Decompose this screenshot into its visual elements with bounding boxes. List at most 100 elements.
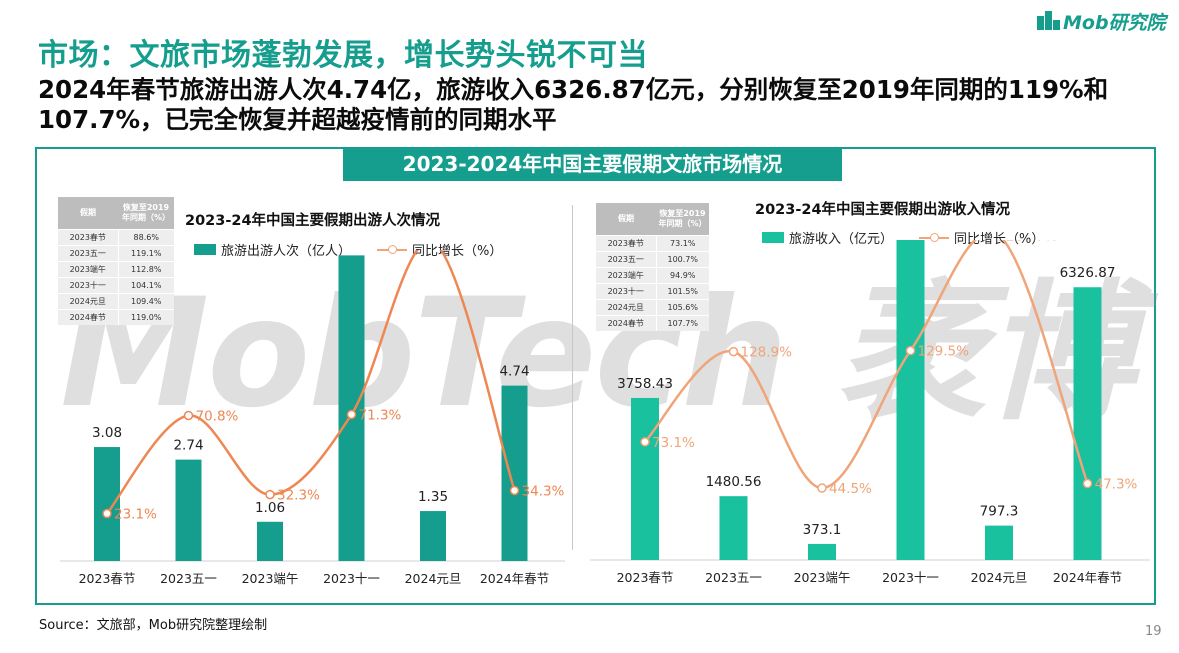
chart-title-revenue: 2023-24年中国主要假期出游收入情况 — [755, 202, 1011, 218]
line-value-label: 73.1% — [652, 435, 695, 451]
line-value-label: 32.3% — [277, 488, 320, 504]
legend-line-swatch — [377, 244, 408, 255]
table-cell-recovery: 101.5% — [656, 283, 709, 300]
bar — [631, 397, 659, 560]
x-tick-label: 2023春节 — [617, 570, 674, 585]
line-value-label: 200.7% — [1006, 240, 1058, 245]
table-cell-holiday: 2023十一 — [596, 283, 657, 300]
x-tick-label: 2023端午 — [794, 570, 851, 585]
source-note: Source：文旅部，Mob研究院整理绘制 — [39, 618, 268, 633]
table-cell-holiday: 2023五一 — [58, 245, 119, 262]
legend-bar-swatch — [194, 244, 216, 255]
table-cell-holiday: 2023春节 — [58, 229, 119, 246]
x-tick-label: 2023春节 — [79, 571, 136, 586]
chart-revenue: 3758.431480.56373.17534.3797.36326.87202… — [590, 240, 1150, 585]
page-number: 19 — [1145, 624, 1162, 639]
table-row: 2023十一 101.5% — [596, 283, 709, 300]
line-value-label: 71.3% — [359, 407, 402, 423]
table-header-holiday: 假期 — [596, 203, 656, 236]
table-cell-holiday: 2023十一 — [58, 277, 119, 294]
page-title: 市场：文旅市场蓬勃发展，增长势头锐不可当 — [38, 38, 648, 73]
bar — [985, 525, 1013, 560]
legend-visitors: 旅游出游人次（亿人） 同比增长（%） — [194, 240, 502, 259]
line-value-label: 128.9% — [741, 345, 793, 361]
bar-value-label: 3.08 — [92, 425, 122, 441]
line-point — [346, 409, 357, 420]
table-cell-recovery: 100.7% — [656, 251, 709, 268]
bar — [719, 496, 748, 560]
legend-bar-label: 旅游收入（亿元） — [789, 232, 894, 247]
line-point — [509, 485, 520, 496]
line-value-label: 34.3% — [522, 483, 565, 499]
x-tick-label: 2023五一 — [705, 570, 762, 585]
table-row: 2024春节 119.0% — [58, 309, 174, 325]
bar — [175, 459, 202, 561]
x-tick-label: 2024元旦 — [405, 571, 462, 586]
table-row: 2023端午 112.8% — [58, 261, 174, 278]
brand-logo: Mob研究院 — [1037, 5, 1172, 35]
bar — [808, 543, 836, 560]
logo-text: Mob研究院 — [1063, 12, 1166, 34]
section-banner: 2023-2024年中国主要假期文旅市场情况 — [343, 147, 842, 181]
line-point — [1082, 478, 1093, 489]
table-row: 2023春节 88.6% — [58, 229, 174, 246]
table-row: 2024元旦 105.6% — [596, 299, 709, 316]
bar — [501, 385, 528, 561]
bar-value-label: 373.1 — [803, 522, 842, 538]
table-header-recovery: 恢复至2019年同期（%） — [656, 203, 709, 236]
x-tick-label: 2023端午 — [242, 571, 299, 586]
table-cell-recovery: 107.7% — [656, 315, 709, 331]
line-point — [817, 483, 827, 493]
table-row: 2023十一 104.1% — [58, 277, 174, 294]
table-cell-recovery: 109.4% — [118, 293, 174, 310]
chart-title-visitors: 2023-24年中国主要假期出游人次情况 — [185, 213, 441, 229]
page-subtitle: 2024年春节旅游出游人次4.74亿，旅游收入6326.87亿元，分别恢复至20… — [38, 75, 1109, 134]
table-cell-holiday: 2024春节 — [596, 315, 657, 331]
growth-line — [644, 240, 1089, 490]
growth-line — [106, 250, 516, 515]
x-tick-label: 2023五一 — [160, 571, 217, 586]
table-row: 2023五一 119.1% — [58, 245, 174, 262]
table-cell-holiday: 2023五一 — [596, 251, 657, 268]
table-cell-holiday: 2023端午 — [58, 261, 119, 278]
table-cell-recovery: 104.1% — [118, 277, 174, 294]
bar — [896, 240, 925, 560]
bar-value-label: 1.06 — [255, 500, 285, 516]
x-tick-label: 2023十一 — [323, 571, 380, 586]
x-tick-label: 2023十一 — [882, 570, 939, 585]
table-cell-recovery: 105.6% — [656, 299, 709, 316]
line-point — [183, 410, 194, 421]
bar-value-label: 6326.87 — [1060, 265, 1116, 281]
table-row: 2024春节 107.7% — [596, 315, 709, 331]
table-cell-holiday: 2024元旦 — [596, 299, 657, 316]
line-value-label: 70.8% — [196, 408, 239, 424]
table-cell-holiday: 2023春节 — [596, 235, 657, 252]
line-value-label: 155.3% — [440, 250, 492, 251]
line-point — [640, 437, 650, 447]
bar — [420, 511, 446, 561]
legend-bar-label: 旅游出游人次（亿人） — [221, 244, 352, 259]
table-cell-recovery: 119.0% — [118, 309, 174, 325]
legend-line-label: 同比增长（%） — [412, 244, 503, 259]
table-header-recovery: 恢复至2019年同期（%） — [118, 197, 174, 230]
bar-value-label: 3758.43 — [617, 376, 673, 392]
legend-line-swatch — [919, 232, 950, 243]
line-point — [102, 508, 112, 519]
legend-bar-swatch — [762, 232, 784, 243]
table-cell-holiday: 2024元旦 — [58, 293, 119, 310]
x-tick-label: 2024年春节 — [1053, 570, 1122, 585]
line-value-label: 23.1% — [114, 507, 157, 523]
logo-mark-icon — [1037, 11, 1060, 30]
recovery-table-left: 假期 恢复至2019年同期（%） 2023春节 88.6% 2023五一 119.1% 2… — [58, 197, 174, 325]
bar — [94, 447, 120, 561]
line-point — [905, 345, 916, 356]
bar — [1073, 287, 1102, 560]
line-point — [265, 489, 275, 500]
table-cell-recovery: 73.1% — [656, 235, 709, 252]
table-row: 2024元旦 109.4% — [58, 293, 174, 310]
chart-visitors: 3.082.741.068.261.354.742023春节2023五一2023… — [60, 250, 565, 586]
table-cell-recovery: 119.1% — [118, 245, 174, 262]
table-cell-recovery: 94.9% — [656, 267, 709, 284]
x-tick-label: 2024元旦 — [971, 570, 1028, 585]
line-value-label: 129.5% — [918, 344, 970, 360]
